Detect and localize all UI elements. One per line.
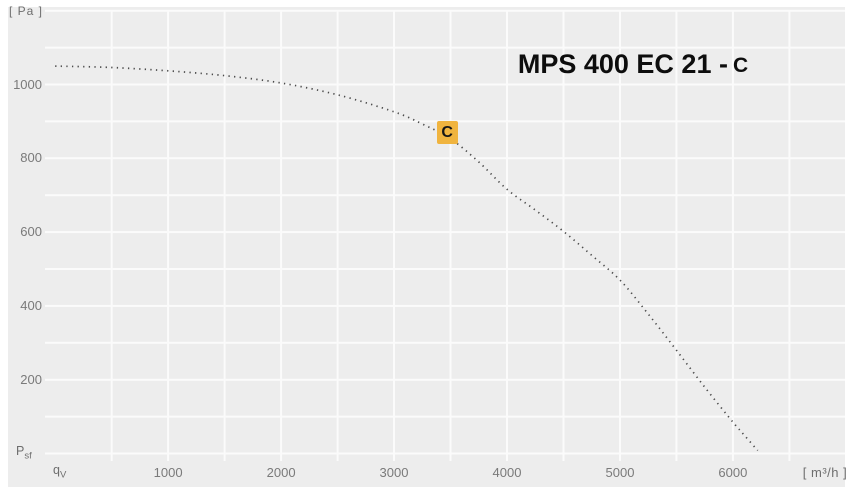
x-tick-label: 6000 xyxy=(718,465,748,480)
y-axis-symbol-sub: sf xyxy=(24,450,32,462)
chart-title: MPS 400 EC 21 -C xyxy=(518,49,748,80)
x-tick-label: 4000 xyxy=(492,465,522,480)
y-tick-label: 800 xyxy=(20,150,42,166)
y-tick-label: 1000 xyxy=(13,76,42,92)
y-axis-symbol-base: P xyxy=(16,444,25,458)
x-axis-symbol-sub: V xyxy=(59,469,67,481)
y-axis-symbol: Psf xyxy=(16,444,32,462)
x-tick-label: 5000 xyxy=(605,465,635,480)
operating-point-badge: C xyxy=(436,121,458,144)
x-axis-symbol: qV xyxy=(53,463,66,481)
x-tick-label: 2000 xyxy=(266,465,296,480)
x-tick-label: 1000 xyxy=(153,465,183,480)
chart-title-suffix: C xyxy=(732,54,749,77)
x-tick-label: 3000 xyxy=(379,465,409,480)
y-axis-unit-label: [ Pa ] xyxy=(9,4,44,18)
y-tick-label: 600 xyxy=(20,224,42,240)
x-axis-symbol-base: q xyxy=(53,463,60,477)
x-axis-unit-label: [ m³/h ] xyxy=(802,465,848,480)
y-tick-label: 200 xyxy=(20,371,42,387)
y-tick-label: 400 xyxy=(20,297,42,313)
chart-title-main: MPS 400 EC 21 - xyxy=(517,49,728,79)
